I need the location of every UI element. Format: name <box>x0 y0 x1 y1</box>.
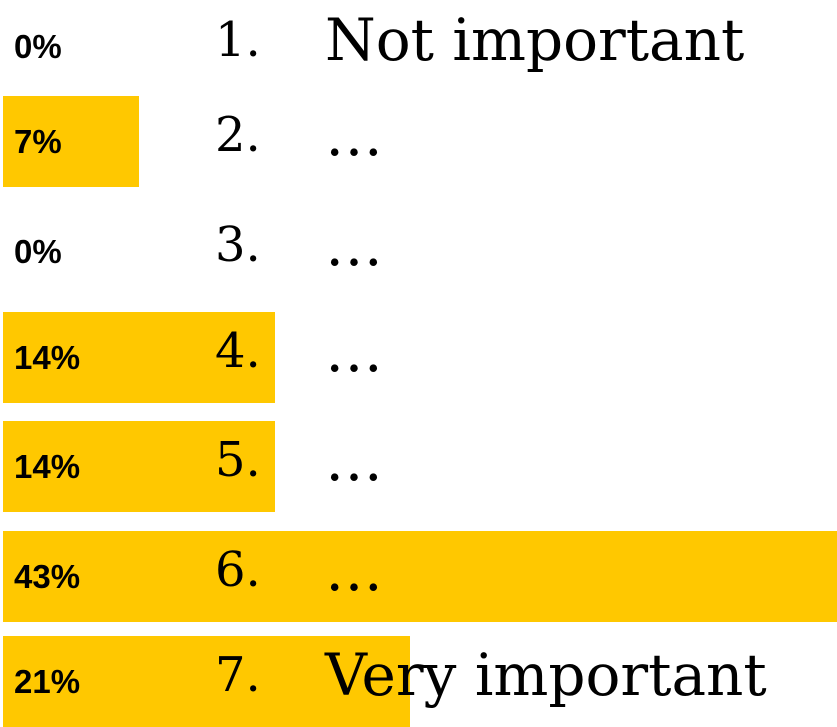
category-number: 7. <box>215 647 261 703</box>
chart-row: 14% 5. … <box>0 421 837 512</box>
category-label: Very important <box>325 641 767 709</box>
category-number: 1. <box>215 12 261 68</box>
percent-label: 0% <box>14 233 62 270</box>
chart-row: 7% 2. … <box>0 96 837 187</box>
chart-row: 0% 1. Not important <box>0 1 837 92</box>
category-label: … <box>325 211 384 279</box>
category-number: 6. <box>215 542 261 598</box>
category-label: … <box>325 317 384 385</box>
percent-label: 7% <box>14 123 62 160</box>
category-number: 4. <box>215 323 261 379</box>
category-label: … <box>325 101 384 169</box>
percent-label: 14% <box>14 448 81 485</box>
chart-row: 0% 3. … <box>0 206 837 297</box>
category-label: … <box>325 536 384 604</box>
percent-label: 14% <box>14 339 81 376</box>
bar-5 <box>3 421 275 512</box>
chart-row: 14% 4. … <box>0 312 837 403</box>
bar-7 <box>3 636 410 727</box>
percent-label: 43% <box>14 558 81 595</box>
category-label: Not important <box>325 6 745 74</box>
percent-label: 21% <box>14 663 81 700</box>
chart-row: 21% 7. Very important <box>0 636 837 727</box>
percent-label: 0% <box>14 28 62 65</box>
category-number: 2. <box>215 107 261 163</box>
category-number: 3. <box>215 217 261 273</box>
category-label: … <box>325 426 384 494</box>
bar-2 <box>3 96 139 187</box>
bar-6 <box>3 531 837 622</box>
bar-4 <box>3 312 275 403</box>
category-number: 5. <box>215 432 261 488</box>
chart-row: 43% 6. … <box>0 531 837 622</box>
